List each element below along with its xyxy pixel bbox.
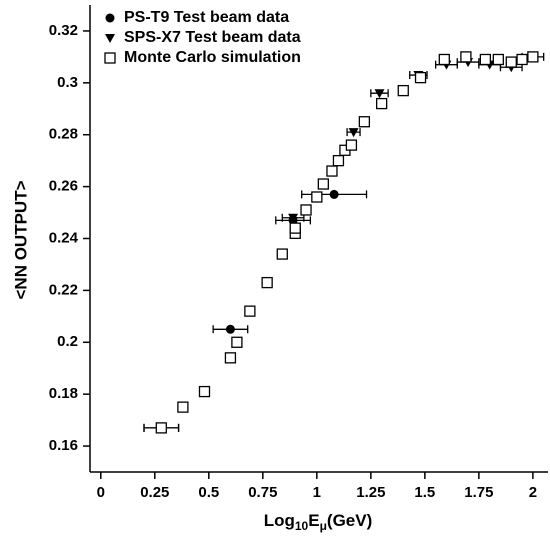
point — [276, 248, 288, 260]
point — [289, 222, 301, 234]
x-label-sub: 10 — [295, 519, 309, 533]
point — [492, 53, 504, 66]
x-label-part: E — [308, 511, 319, 530]
y-tick-label: 0.18 — [49, 385, 78, 402]
point — [225, 324, 235, 334]
y-tick-label: 0.3 — [57, 74, 78, 91]
x-axis-label: Log10Eμ(GeV) — [264, 511, 373, 533]
x-tick-label: 2 — [529, 484, 537, 501]
point — [300, 204, 312, 216]
x-tick-label: 0.25 — [140, 484, 169, 501]
x-tick-label: 0.5 — [198, 484, 219, 501]
x-tick-label: 0 — [97, 484, 105, 501]
point — [326, 165, 338, 177]
x-tick-label: 1.75 — [464, 484, 493, 501]
point — [311, 191, 323, 203]
y-tick-label: 0.22 — [49, 281, 78, 298]
y-tick-label: 0.16 — [49, 437, 78, 454]
point — [397, 84, 409, 97]
y-tick-label: 0.26 — [49, 178, 78, 195]
point — [479, 53, 491, 66]
legend-marker — [105, 13, 115, 23]
point — [345, 139, 358, 151]
x-tick-label: 1.5 — [414, 484, 435, 501]
y-axis-label: <NN OUTPUT> — [11, 180, 30, 299]
point — [198, 385, 211, 398]
point — [329, 189, 339, 199]
point — [516, 53, 528, 66]
point — [374, 89, 385, 99]
point — [155, 422, 167, 434]
point — [438, 53, 450, 66]
y-tick-label: 0.32 — [49, 22, 78, 39]
point — [288, 213, 299, 223]
x-tick-label: 1.25 — [356, 484, 385, 501]
point — [358, 116, 371, 128]
legend-marker — [104, 52, 116, 64]
x-tick-label: 0.75 — [248, 484, 277, 501]
y-tick-label: 0.28 — [49, 126, 78, 143]
point — [261, 276, 273, 289]
x-label-part: (GeV) — [327, 511, 372, 530]
x-label-part: Log — [264, 511, 295, 530]
y-tick-label: 0.2 — [57, 333, 78, 350]
x-tick-label: 1 — [313, 484, 321, 501]
point — [376, 97, 388, 110]
legend-label: SPS-X7 Test beam data — [124, 29, 301, 46]
legend-marker — [105, 34, 115, 43]
x-label-sub: μ — [320, 519, 327, 533]
point — [505, 56, 517, 68]
point — [244, 305, 256, 317]
point — [414, 71, 427, 84]
point — [317, 178, 329, 190]
legend-label: PS-T9 Test beam data — [124, 9, 289, 26]
point — [224, 352, 237, 364]
point — [348, 128, 359, 138]
y-tick-label: 0.24 — [49, 229, 79, 246]
point — [231, 336, 243, 348]
legend-label: Monte Carlo simulation — [124, 49, 301, 66]
point — [332, 155, 345, 167]
point — [460, 51, 472, 63]
point — [177, 401, 189, 413]
point — [527, 51, 539, 63]
